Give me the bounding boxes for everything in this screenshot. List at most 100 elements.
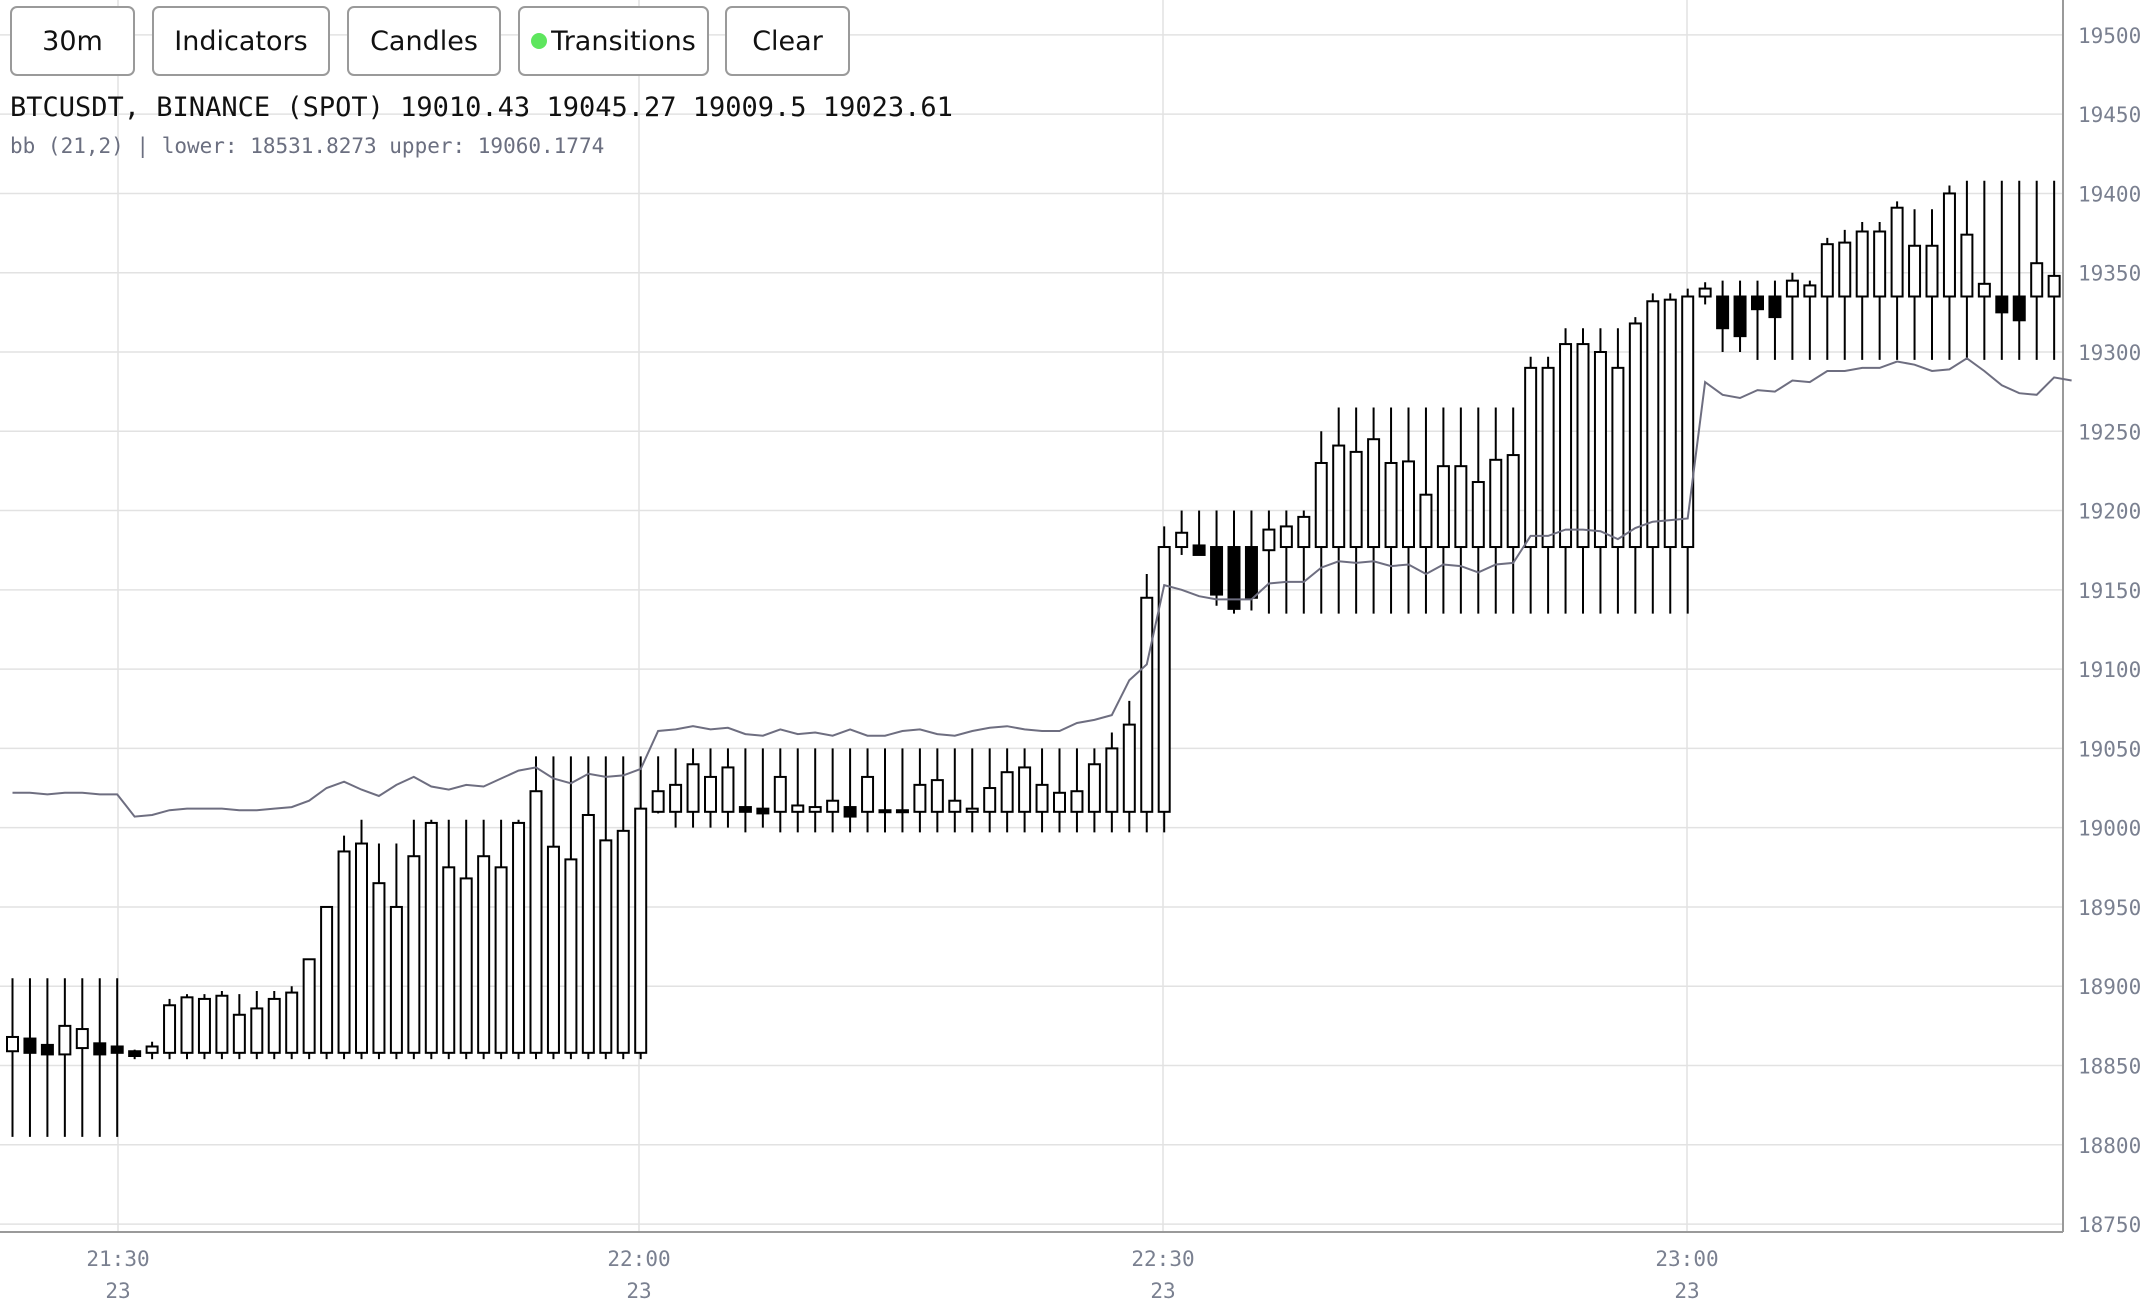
- candle: [1576, 328, 1590, 614]
- price-axis[interactable]: 19500 19450 19400 19350 19300 19250 19200 19150…: [2078, 24, 2141, 1237]
- candle-body: [930, 779, 944, 813]
- candle-body: [808, 806, 822, 813]
- candles-button[interactable]: Candles: [347, 6, 501, 76]
- candle: [1402, 407, 1415, 614]
- candle-body: [1087, 763, 1101, 813]
- candle: [529, 756, 543, 1060]
- candle: [1977, 180, 1991, 360]
- price-tick-label: 19400: [2078, 182, 2141, 206]
- candle: [1785, 272, 1799, 360]
- candle-body: [1297, 515, 1311, 549]
- bollinger-band-line: [12, 357, 2072, 818]
- candle: [1192, 510, 1206, 556]
- candle: [1593, 328, 1607, 614]
- candle: [1751, 280, 1764, 360]
- candle: [651, 756, 665, 814]
- time-axis[interactable]: 21:30 23 22:00 23 22:30 23 23:00 23: [86, 1247, 1718, 1303]
- clear-button[interactable]: Clear: [725, 6, 850, 76]
- candle: [145, 1041, 159, 1060]
- candle-body: [773, 775, 787, 813]
- candle: [1053, 748, 1066, 833]
- candle-body: [250, 1007, 264, 1054]
- candle: [1419, 407, 1433, 614]
- candle: [930, 748, 944, 833]
- candle: [1524, 356, 1538, 614]
- candle: [861, 748, 875, 833]
- candle-body: [1454, 465, 1468, 549]
- candle-body: [1227, 546, 1241, 610]
- candle: [75, 978, 89, 1137]
- time-tick-label: 23:00: [1655, 1247, 1718, 1271]
- candle-body: [738, 806, 752, 813]
- candle-body: [1384, 461, 1398, 549]
- candle: [581, 756, 595, 1060]
- status-dot-icon: [531, 33, 548, 49]
- time-tick-label: 22:30: [1131, 1247, 1194, 1271]
- candle-body: [791, 804, 805, 813]
- candle: [1506, 407, 1520, 614]
- candle-body: [1663, 298, 1677, 549]
- candle-body: [546, 845, 560, 1054]
- candle: [110, 978, 124, 1137]
- candle: [1140, 573, 1154, 833]
- indicators-label: Indicators: [174, 25, 308, 57]
- candle-body: [1611, 366, 1625, 549]
- time-tick-label: 21:30: [86, 1247, 149, 1271]
- candle: [6, 978, 19, 1137]
- candle: [1873, 221, 1887, 360]
- candle-body: [669, 783, 683, 813]
- candle-body: [1820, 243, 1834, 298]
- candle-body: [1332, 444, 1346, 549]
- candle: [546, 756, 560, 1060]
- candle-body: [2030, 262, 2044, 298]
- candles-label: Candles: [370, 25, 478, 57]
- candle-body: [424, 821, 438, 1054]
- candle: [895, 748, 909, 833]
- candle: [1332, 407, 1346, 614]
- candle: [512, 819, 526, 1060]
- candle-body: [93, 1042, 107, 1056]
- candle-body: [1942, 192, 1956, 298]
- price-tick-label: 19200: [2078, 500, 2141, 524]
- candle: [1681, 288, 1695, 614]
- candle: [965, 748, 979, 833]
- candle-body: [1349, 450, 1363, 549]
- high-value: 19045.27: [546, 92, 677, 123]
- candle-body: [1593, 351, 1607, 549]
- candle-body: [215, 994, 229, 1054]
- interval-button[interactable]: 30m: [10, 6, 135, 76]
- candle-body: [564, 858, 578, 1054]
- candle: [983, 748, 997, 833]
- symbol-label: BTCUSDT, BINANCE (SPOT): [10, 92, 384, 123]
- candle-body: [1698, 287, 1712, 298]
- candle-body: [1140, 596, 1154, 813]
- candle: [1628, 317, 1642, 614]
- candle-body: [581, 813, 595, 1054]
- candle-body: [1559, 343, 1573, 549]
- candle: [1436, 407, 1450, 614]
- candle-body: [442, 866, 456, 1054]
- candle: [320, 905, 334, 1060]
- clear-label: Clear: [752, 25, 823, 57]
- candle-body: [1908, 244, 1922, 298]
- price-tick-label: 19350: [2078, 262, 2141, 286]
- candle: [913, 748, 927, 833]
- candle: [1000, 748, 1014, 833]
- candle-body: [1681, 295, 1695, 549]
- candle-body: [267, 997, 281, 1054]
- indicators-button[interactable]: Indicators: [152, 6, 330, 76]
- candle: [1367, 407, 1381, 614]
- candle-body: [1506, 454, 1520, 549]
- price-tick-label: 18850: [2078, 1055, 2141, 1079]
- candle: [424, 819, 438, 1060]
- candle: [180, 994, 194, 1060]
- candle: [1070, 748, 1084, 833]
- candle-body: [407, 855, 421, 1054]
- candle: [1227, 510, 1241, 614]
- candle: [1384, 407, 1398, 614]
- transitions-button[interactable]: Transitions: [518, 6, 709, 76]
- candle-body: [634, 807, 648, 1054]
- candle-body: [1890, 206, 1904, 298]
- candle-body: [1018, 766, 1032, 813]
